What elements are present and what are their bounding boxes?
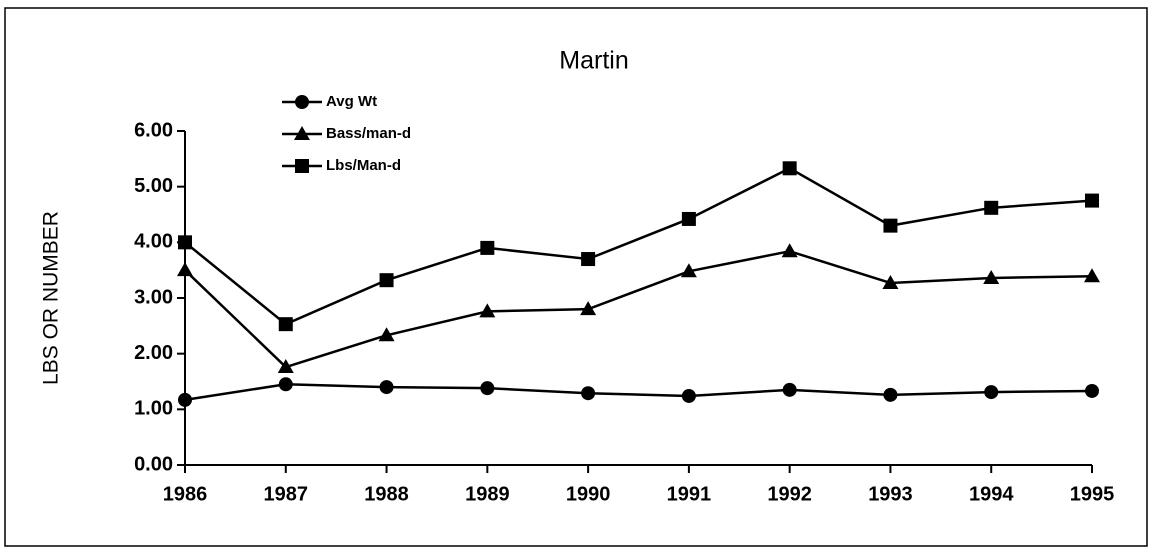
data-point [883,387,898,402]
y-tick-label: 3.00 [134,286,173,308]
data-point [883,218,898,233]
x-tick-label: 1992 [767,483,812,505]
series-line [184,249,1093,369]
data-point [681,388,696,403]
x-tick-label: 1991 [667,483,712,505]
y-tick-label: 1.00 [134,398,173,420]
data-point [782,161,797,176]
chart-frame [4,7,1148,547]
data-point [781,243,798,258]
data-point [378,327,395,342]
x-tick-label: 1987 [264,483,309,505]
x-tick-label: 1994 [969,483,1014,505]
data-point [680,263,697,278]
y-tick-label: 4.00 [134,231,173,253]
data-point [782,382,797,397]
data-point [581,252,596,267]
x-tick-label: 1990 [566,483,611,505]
data-point [277,359,294,374]
y-axis-label: LBS OR NUMBER [40,211,63,385]
data-point [479,303,496,318]
data-point [580,301,597,316]
data-point [581,386,596,401]
data-point [278,377,293,392]
series-line [184,166,1093,326]
data-point [480,381,495,396]
x-tick-label: 1988 [364,483,409,505]
legend-label: Lbs/Man-d [326,157,401,174]
y-tick-label: 0.00 [134,453,173,475]
legend-label: Avg Wt [326,93,377,110]
x-tick-label: 1986 [163,483,208,505]
data-point [1084,268,1100,283]
data-point [379,273,394,288]
legend-marker [295,95,309,109]
legend-label: Bass/man-d [326,125,411,142]
y-tick-label: 2.00 [134,342,173,364]
x-tick-label: 1989 [465,483,510,505]
data-point [379,380,394,395]
legend-marker [295,159,309,173]
data-point [278,317,293,332]
data-point [983,269,1000,284]
data-point [984,200,999,215]
y-tick-label: 6.00 [134,119,173,141]
chart-title: Martin [559,47,628,75]
data-point [1085,383,1099,398]
data-point [480,240,495,255]
x-tick-label: 1993 [868,483,913,505]
data-point [681,211,696,226]
data-point [178,392,192,407]
y-tick-label: 5.00 [134,175,173,197]
data-point [1085,193,1099,208]
data-point [882,274,899,289]
data-point [984,385,999,400]
data-point [178,235,192,250]
x-tick-label: 1995 [1070,483,1115,505]
series-line [184,383,1093,402]
data-point [177,262,193,277]
legend-marker [294,126,310,140]
